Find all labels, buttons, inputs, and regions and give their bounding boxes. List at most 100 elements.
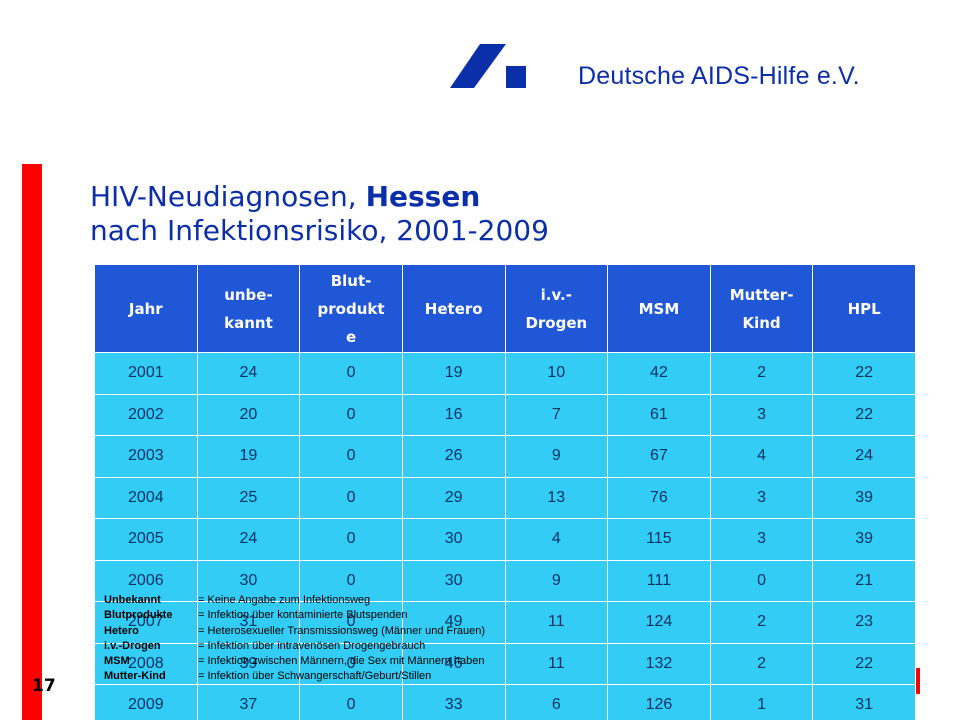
table-cell: 11 xyxy=(504,642,609,685)
table-cell: 33 xyxy=(401,684,506,720)
table-cell: 0 xyxy=(709,559,814,602)
legend-term: Unbekannt xyxy=(104,594,161,606)
table-cell: 0 xyxy=(299,559,403,602)
legend-definition: = Infektion über Schwangerschaft/Geburt/… xyxy=(198,670,432,683)
legend-term: MSM xyxy=(104,655,130,668)
table-cell: 6 xyxy=(504,684,609,720)
table-body: 2001 24 0 19 10 42 2 22 2002 20 0 16 7 61 3 22 2003 19 0 26… xyxy=(94,352,916,720)
table-cell: 24 xyxy=(812,435,916,478)
title-line-2: nach Infektionsrisiko, 2001-2009 xyxy=(90,214,549,247)
table-cell: 0 xyxy=(299,684,403,720)
table-cell: 7 xyxy=(504,393,609,436)
table-cell: 115 xyxy=(607,518,711,561)
table-cell: 19 xyxy=(196,435,301,478)
legend-entry: Unbekannt = Keine Angabe zum Infektionswe… xyxy=(104,593,485,608)
table-cell: 2 xyxy=(709,601,814,644)
legend-definition: = Keine Angabe zum Infektionsweg xyxy=(198,594,371,606)
table-row: 2002 20 0 16 7 61 3 22 xyxy=(94,393,916,436)
table-cell: 13 xyxy=(504,476,609,519)
table-cell: 2004 xyxy=(94,476,198,519)
table-row: 2005 24 0 30 4 115 3 39 xyxy=(94,518,916,561)
table-cell: 42 xyxy=(607,352,711,395)
table-cell: 31 xyxy=(196,601,301,644)
table-cell: 23 xyxy=(812,601,916,644)
column-header-blutprodukte: Blut- produkt e xyxy=(299,264,403,353)
table-cell: 2 xyxy=(709,642,814,685)
table-cell: 126 xyxy=(607,684,711,720)
column-header-msm: MSM xyxy=(607,264,711,353)
hiv-diagnoses-table: Jahr unbe- kannt Blut- produkt e Hetero … xyxy=(94,264,916,720)
table-cell: 22 xyxy=(812,352,916,395)
legend-definition: = Infektion über intravenösen Drogengebr… xyxy=(198,639,426,652)
legend-term: Blutprodukte xyxy=(104,609,173,622)
table-cell: 2008 xyxy=(94,642,198,685)
title-line-1: HIV-Neudiagnosen, Hessen xyxy=(90,180,549,214)
table-cell: 4 xyxy=(504,518,609,561)
table-row: 2006 30 0 30 9 111 0 21 xyxy=(94,559,916,602)
table-cell: 24 xyxy=(196,518,301,561)
table-cell: 76 xyxy=(607,476,711,519)
table-cell: 2003 xyxy=(94,435,198,478)
legend-entry: Blutprodukte = Infektion über kontaminier… xyxy=(104,608,485,623)
slide-title: HIV-Neudiagnosen, Hessen nach Infektions… xyxy=(90,180,549,248)
table-cell: 24 xyxy=(196,352,301,395)
table-cell: 39 xyxy=(812,476,916,519)
table-cell: 11 xyxy=(504,601,609,644)
title-prefix: HIV-Neudiagnosen, xyxy=(90,180,366,213)
table-cell: 21 xyxy=(812,559,916,602)
table-cell: 19 xyxy=(401,352,506,395)
table-cell: 0 xyxy=(299,518,403,561)
table-cell: 39 xyxy=(812,518,916,561)
table-cell: 2009 xyxy=(94,684,198,720)
table-cell: 2006 xyxy=(94,559,198,602)
legend-definition: = Heterosexueller Transmissionsweg (Männ… xyxy=(198,624,486,637)
table-cell: 67 xyxy=(607,435,711,478)
column-header-unbekannt: unbe- kannt xyxy=(196,264,301,353)
table-cell: 29 xyxy=(401,476,506,519)
table-cell: 4 xyxy=(709,435,814,478)
table-cell: 0 xyxy=(299,393,403,436)
table-cell: 0 xyxy=(299,601,403,644)
table-cell: 30 xyxy=(401,518,506,561)
legend-entry: i.v.-Drogen = Infektion über intravenösen… xyxy=(104,639,485,654)
table-cell: 26 xyxy=(401,435,506,478)
abbreviation-legend: Unbekannt = Keine Angabe zum Infektionswe… xyxy=(104,593,485,685)
table-row: 2007 31 0 49 11 124 2 23 xyxy=(94,601,916,644)
table-cell: 2001 xyxy=(94,352,198,395)
legend-term: i.v.-Drogen xyxy=(104,639,161,652)
table-cell: 37 xyxy=(196,684,301,720)
table-row: 2009 37 0 33 6 126 1 31 xyxy=(94,684,916,720)
table-cell: 9 xyxy=(504,435,609,478)
table-cell: 3 xyxy=(709,393,814,436)
table-cell: 16 xyxy=(401,393,506,436)
table-cell: 9 xyxy=(504,559,609,602)
organization-name: Deutsche AIDS-Hilfe e.V. xyxy=(578,62,860,90)
left-accent-bar xyxy=(22,164,42,720)
table-cell: 10 xyxy=(504,352,609,395)
legend-entry: Hetero = Heterosexueller Transmissionsweg… xyxy=(104,624,485,639)
table-cell: 25 xyxy=(196,476,301,519)
page-number: 17 xyxy=(32,676,56,696)
column-header-hpl: HPL xyxy=(812,264,916,353)
table-cell: 124 xyxy=(607,601,711,644)
table-row: 2001 24 0 19 10 42 2 22 xyxy=(94,352,916,395)
right-accent-bar xyxy=(912,668,920,694)
title-region: Hessen xyxy=(365,180,481,213)
column-header-hetero: Hetero xyxy=(401,264,506,353)
table-cell: 39 xyxy=(196,642,301,685)
table-cell: 132 xyxy=(607,642,711,685)
column-header-mutter-kind: Mutter- Kind xyxy=(709,264,814,353)
table-cell: 0 xyxy=(299,435,403,478)
table-cell: 22 xyxy=(812,642,916,685)
table-row: 2004 25 0 29 13 76 3 39 xyxy=(94,476,916,519)
table-cell: 0 xyxy=(299,352,403,395)
table-cell: 31 xyxy=(812,684,916,720)
table-cell: 3 xyxy=(709,476,814,519)
table-cell: 49 xyxy=(401,601,506,644)
table-cell: 2007 xyxy=(94,601,198,644)
table-row: 2003 19 0 26 9 67 4 24 xyxy=(94,435,916,478)
legend-entry: MSM = Infektion zwischen Männern, die Sex… xyxy=(104,654,485,669)
legend-term: Hetero xyxy=(104,624,139,637)
table-cell: 0 xyxy=(299,476,403,519)
table-cell: 1 xyxy=(709,684,814,720)
